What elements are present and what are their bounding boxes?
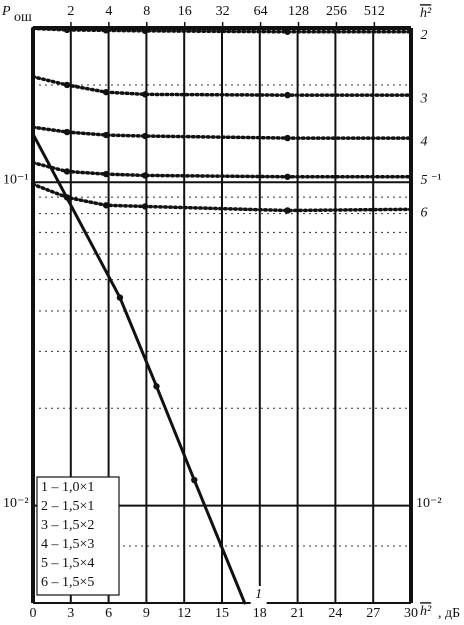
x2-tick-label: 16 [178,4,192,19]
x-tick-label: 15 [215,606,229,621]
x2-tick-label: 32 [216,4,230,19]
x2-tick-label: 4 [105,4,112,19]
x2-tick-label: 2 [67,4,74,19]
marker [141,172,149,179]
series-label-bg [416,133,432,152]
series-label: 2 [421,28,428,43]
y-axis-label: P [1,4,11,19]
marker [284,134,291,142]
series-line [31,75,413,97]
legend-entry: 6 – 1,5×5 [41,575,94,590]
marker [284,173,291,180]
series-label: 3 [420,91,428,106]
legend-box [36,476,120,596]
legend-entry: 4 – 1,5×3 [41,537,94,552]
series-label-bg [250,586,267,604]
x-tick-label: 3 [67,606,74,621]
marker [141,203,149,210]
x-tick-label: 30 [404,606,418,621]
series-label-bg [416,90,432,109]
legend-entry: 5 – 1,5×4 [41,556,94,571]
marker [141,91,149,98]
marker [63,194,71,201]
legend-entry: 3 – 1,5×2 [41,518,94,533]
x-tick-label: 21 [291,606,305,621]
series-label-bg [416,26,432,45]
marker [141,27,149,35]
marker [116,294,124,301]
legend-entry: 2 – 1,5×1 [41,499,94,514]
marker [102,27,110,34]
x-tick-label: 27 [366,606,380,621]
x2-tick-label: 256 [326,4,347,19]
marker [153,383,160,390]
x2-tick-label: 128 [288,4,309,19]
marker [63,26,71,34]
marker [284,28,291,35]
x2-tick-label: 512 [364,4,385,19]
x-tick-label: 9 [143,606,150,621]
y-axis-label-sub: ош [14,10,32,25]
marker [284,91,291,99]
marker [141,132,149,140]
series-line [31,182,413,213]
series-label-bg [416,204,432,223]
series-line [31,26,413,34]
marker [102,88,110,96]
x-axis-unit: , дБ [438,606,460,621]
x2-axis-label: h² [420,6,432,21]
series-label-bg [416,171,432,190]
series-label: 4 [421,134,428,149]
marker [102,131,110,139]
marker [63,81,71,89]
marker [191,476,198,484]
series-label: 6 [421,206,428,221]
marker [63,168,71,175]
series-line [31,160,413,179]
y-tick-label: 10⁻² [3,496,29,511]
x2-tick-label: 64 [254,4,268,19]
x-tick-label: 12 [177,606,191,621]
marker [284,207,291,214]
series-label: 1 [255,587,262,602]
marker [102,202,110,209]
x-tick-label: 18 [253,606,267,621]
x-tick-label: 6 [105,606,112,621]
marker [63,128,71,136]
series-label: 5 [421,173,428,188]
legend-entry: 1 – 1,0×1 [41,480,94,495]
y-tick-label: 10⁻¹ [3,173,29,188]
x-tick-label: 0 [30,606,37,621]
x2-tick-label: 8 [143,4,150,19]
y-tick-label-right: 10⁻² [416,496,442,511]
x-axis-label: h² [420,604,432,619]
marker [102,170,110,178]
series-line [31,125,413,140]
x-tick-label: 24 [328,606,342,621]
